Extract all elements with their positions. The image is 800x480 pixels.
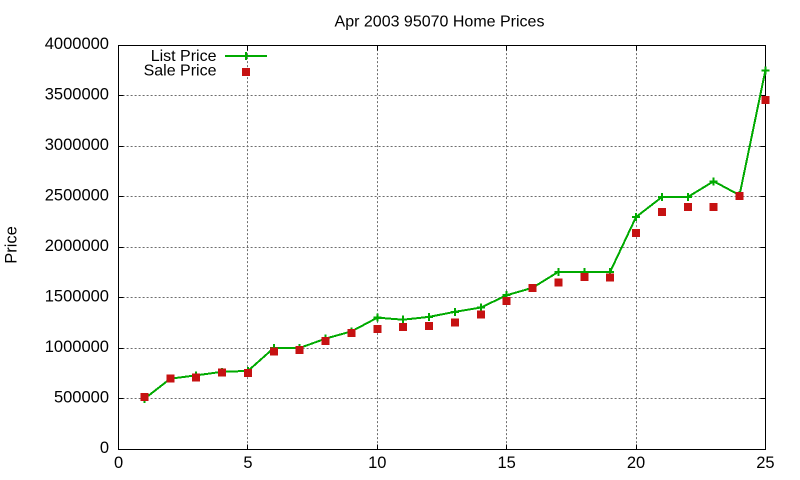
svg-text:500000: 500000	[54, 389, 109, 407]
svg-text:Price: Price	[3, 226, 21, 264]
svg-text:2500000: 2500000	[45, 187, 109, 205]
svg-text:10: 10	[368, 454, 386, 472]
svg-text:List Price: List Price	[151, 48, 217, 65]
svg-text:1500000: 1500000	[45, 288, 109, 306]
svg-text:Apr 2003 95070 Home Prices: Apr 2003 95070 Home Prices	[335, 14, 545, 31]
svg-text:0: 0	[114, 454, 123, 472]
svg-text:3500000: 3500000	[45, 86, 109, 104]
svg-text:25: 25	[756, 454, 774, 472]
svg-text:3000000: 3000000	[45, 136, 109, 154]
svg-text:1000000: 1000000	[45, 338, 109, 356]
svg-text:4000000: 4000000	[45, 35, 109, 53]
svg-text:5: 5	[243, 454, 252, 472]
svg-text:2000000: 2000000	[45, 237, 109, 255]
svg-text:Sale Price: Sale Price	[144, 63, 217, 80]
svg-text:0: 0	[100, 439, 109, 457]
svg-text:15: 15	[498, 454, 516, 472]
svg-text:20: 20	[627, 454, 645, 472]
